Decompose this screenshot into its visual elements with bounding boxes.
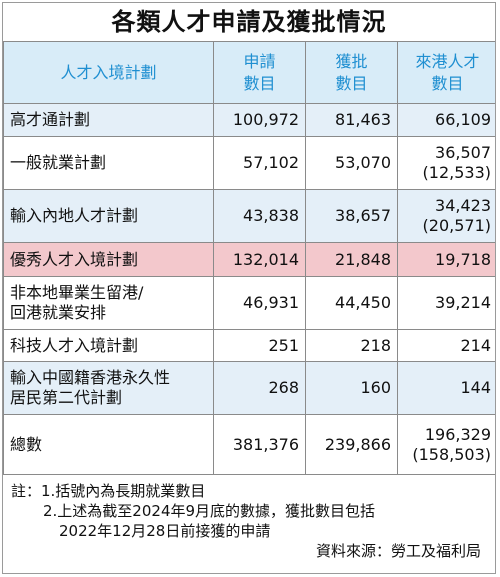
page-title: 各類人才申請及獲批情況 <box>111 7 387 36</box>
table-row: 高才通計劃 100,972 81,463 66,109 <box>3 103 495 137</box>
arrived-count: 36,507 (12,533) <box>397 136 495 190</box>
arrived-count: 34,423 (20,571) <box>397 189 495 243</box>
scheme-name-line1: 輸入中國籍香港永久性 <box>10 368 171 387</box>
table-row: 非本地畢業生留港/ 回港就業安排 46,931 44,450 39,214 <box>3 276 495 330</box>
header-applied: 申請 數目 <box>213 41 306 104</box>
scheme-name-line2: 居民第二代計劃 <box>10 388 123 407</box>
table-row: 一般就業計劃 57,102 53,070 36,507 (12,533) <box>3 136 495 190</box>
arrived-total: 196,329 <box>424 424 491 444</box>
table-row: 輸入中國籍香港永久性 居民第二代計劃 268 160 144 <box>3 361 495 415</box>
table-row-total: 總數 381,376 239,866 196,329 (158,503) <box>3 414 495 475</box>
header-arrived-line1: 來港人才 <box>415 51 480 71</box>
applied-count: 57,102 <box>213 136 306 190</box>
approved-count: 218 <box>305 329 398 362</box>
arrived-total: 36,507 <box>435 143 491 162</box>
talent-table: 人才入境計劃 申請 數目 獲批 數目 來港人才 數目 高才通計劃 100,97 <box>3 41 495 475</box>
header-applied-line2: 數目 <box>243 73 276 93</box>
applied-count: 381,376 <box>213 414 306 475</box>
applied-count: 43,838 <box>213 189 306 243</box>
note-2: 2.上述為截至2024年9月底的數據，獲批數目包括 <box>43 502 376 520</box>
scheme-name: 輸入中國籍香港永久性 居民第二代計劃 <box>3 361 214 415</box>
data-source: 資料來源：勞工及福利局 <box>315 542 481 560</box>
scheme-name: 總數 <box>3 414 214 475</box>
approved-count: 160 <box>305 361 398 415</box>
applied-count: 268 <box>213 361 306 415</box>
arrived-count: 66,109 <box>397 103 495 137</box>
header-arrived: 來港人才 數目 <box>397 41 495 104</box>
header-approved-line2: 數目 <box>335 73 368 93</box>
arrived-count: 19,718 <box>397 242 495 277</box>
scheme-name: 輸入內地人才計劃 <box>3 189 214 243</box>
footnotes: 註：1.括號內為長期就業數目 2.上述為截至2024年9月底的數據，獲批數目包括… <box>3 481 495 561</box>
approved-count: 21,848 <box>305 242 398 277</box>
scheme-name: 科技人才入境計劃 <box>3 329 214 362</box>
scheme-name-line1: 非本地畢業生留港/ <box>10 283 144 302</box>
table-header-row: 人才入境計劃 申請 數目 獲批 數目 來港人才 數目 <box>3 41 495 104</box>
header-approved-line1: 獲批 <box>335 51 368 71</box>
note-2-continued: 2022年12月28日前接獲的申請 <box>59 522 271 540</box>
scheme-name: 高才通計劃 <box>3 103 214 137</box>
arrived-long-term: (20,571) <box>422 216 491 235</box>
applied-count: 46,931 <box>213 276 306 330</box>
arrived-total: 34,423 <box>435 196 491 215</box>
approved-count: 81,463 <box>305 103 398 137</box>
approved-count: 239,866 <box>305 414 398 475</box>
header-applied-line1: 申請 <box>243 51 276 71</box>
arrived-count: 214 <box>397 329 495 362</box>
applied-count: 132,014 <box>213 242 306 277</box>
arrived-count: 39,214 <box>397 276 495 330</box>
approved-count: 44,450 <box>305 276 398 330</box>
table-card: 各類人才申請及獲批情況 人才入境計劃 申請 數目 獲批 數目 來港人才 數目 <box>2 2 496 574</box>
arrived-count: 144 <box>397 361 495 415</box>
approved-count: 38,657 <box>305 189 398 243</box>
applied-count: 251 <box>213 329 306 362</box>
scheme-name: 一般就業計劃 <box>3 136 214 190</box>
arrived-count: 196,329 (158,503) <box>397 414 495 475</box>
table-row-highlighted: 優秀人才入境計劃 132,014 21,848 19,718 <box>3 242 495 277</box>
arrived-long-term: (158,503) <box>412 444 491 464</box>
arrived-long-term: (12,533) <box>422 163 491 182</box>
approved-count: 53,070 <box>305 136 398 190</box>
table-row: 科技人才入境計劃 251 218 214 <box>3 329 495 362</box>
header-approved: 獲批 數目 <box>305 41 398 104</box>
table-row: 輸入內地人才計劃 43,838 38,657 34,423 (20,571) <box>3 189 495 243</box>
scheme-name: 優秀人才入境計劃 <box>3 242 214 277</box>
scheme-name: 非本地畢業生留港/ 回港就業安排 <box>3 276 214 330</box>
header-arrived-line2: 數目 <box>431 73 464 93</box>
scheme-name-line2: 回港就業安排 <box>10 303 107 322</box>
header-scheme: 人才入境計劃 <box>3 41 214 104</box>
applied-count: 100,972 <box>213 103 306 137</box>
note-1: 註：1.括號內為長期就業數目 <box>11 482 206 500</box>
